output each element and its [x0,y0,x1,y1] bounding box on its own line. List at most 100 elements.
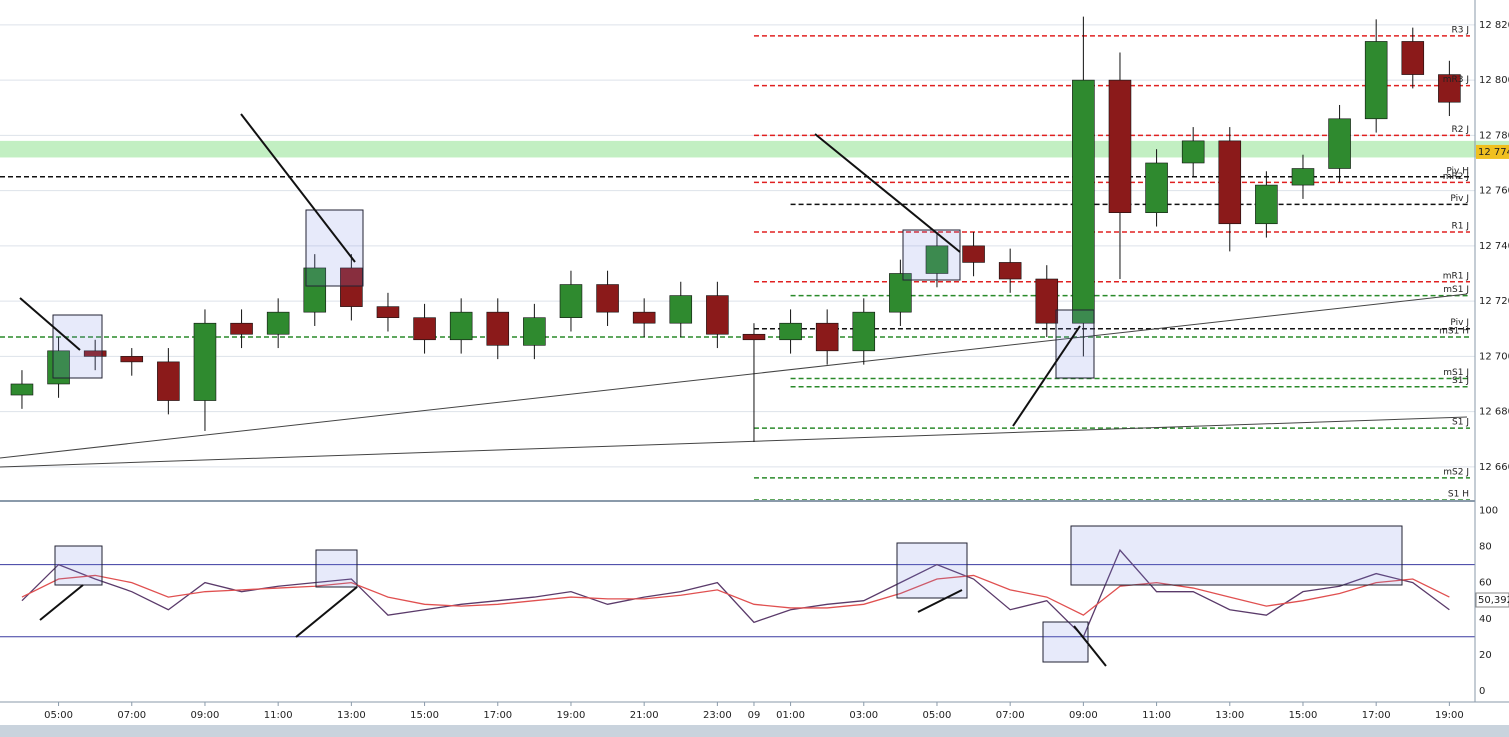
y-tick-label: 12 700 [1479,351,1509,362]
candle-body [1072,79,1095,324]
trendline [0,293,1468,459]
pivot-label: mS1 J [1443,368,1469,378]
x-tick-label: 17:00 [483,710,512,721]
pivot-label: mS1 H [1439,327,1469,337]
y-tick-label: 12 660 [1479,462,1509,473]
annotation-box [54,545,103,586]
y-tick-label: 40 [1479,614,1492,625]
x-tick-label: 11:00 [264,710,293,721]
trendlines [0,293,1468,468]
arrows [19,113,1107,667]
x-tick-label: 19:00 [557,710,586,721]
x-tick-label: 13:00 [337,710,366,721]
pivot-label: mR2 J [1443,172,1469,182]
pivot-label: R1 J [1452,222,1470,232]
pivot-label: mR3 J [1443,75,1469,85]
candle-body [852,311,876,352]
x-tick-label: 15:00 [1289,710,1318,721]
rsi-line [21,574,1450,616]
pivot-label: mR1 J [1443,271,1469,281]
grid-layer [0,24,1509,468]
x-tick-label: 09:00 [1069,710,1098,721]
candle-body [486,311,510,346]
arrow [19,297,81,351]
y-tick-label: 0 [1479,686,1485,697]
arrow [240,113,356,263]
x-tick-label: 01:00 [776,710,805,721]
candle-body [449,311,473,341]
x-tick-label: 07:00 [996,710,1025,721]
y-tick-label: 12 760 [1479,186,1509,197]
annotation-box [902,229,961,281]
pivot-label: Piv H [1446,166,1469,176]
candle-body [340,267,363,307]
annotation-box [896,542,968,599]
arrow [814,133,961,253]
candle-body [266,311,290,335]
y-tick-label: 12 820 [1479,20,1509,31]
y-tick-label: 12 680 [1479,407,1509,418]
candle-body [1035,278,1059,324]
candle-body [1328,118,1351,169]
x-tick-label: 15:00 [410,710,439,721]
last-price-box [1476,144,1509,159]
x-tick-label: 11:00 [1142,710,1171,721]
candle-body [596,284,619,313]
marks-layer [10,16,1461,638]
candle-body [779,322,802,341]
arrow [295,586,358,638]
candle-body [1364,41,1388,120]
x-tick-label: 03:00 [849,710,878,721]
candle-body [120,356,144,363]
labels-layer: 12 660 12 680 12 700 12 720 12 740 12 760 12 7… [44,20,1509,721]
candle-body [632,311,656,324]
x-tick-label: 17:00 [1362,710,1391,721]
annotation-box [305,209,364,287]
pivot-label: S1 J [1452,418,1469,428]
candle-body [706,295,729,335]
last-value-label: 50,392 [1478,595,1509,606]
x-tick-label: 05:00 [44,710,73,721]
price-zone [0,140,1509,158]
candle-body [376,306,400,318]
arrow [917,589,963,613]
candle-body [742,333,766,341]
y-tick-label: 80 [1479,542,1492,553]
last-price-label: 12 774 [1478,147,1509,158]
candle-body [815,322,839,352]
candle-body [1108,79,1132,214]
candle-body [559,284,583,318]
candle-body [413,317,436,341]
x-tick-label: 07:00 [117,710,146,721]
pivot-label: S1 J [1452,376,1469,386]
x-tick-label: 23:00 [703,710,732,721]
candle-body [83,350,107,357]
candle-body [1401,41,1425,75]
candle-body [157,361,180,401]
candle-body [230,322,253,335]
pivot-label: mS2 J [1443,467,1469,477]
x-tick-label: 13:00 [1215,710,1244,721]
x-tick-label: 21:00 [630,710,659,721]
candle-body [10,383,34,396]
pivot-label: S1 H [1448,490,1469,500]
candle-body [998,262,1022,280]
arrow [39,584,84,621]
x-tick-label: 09 [748,710,761,721]
levels-layer [0,35,1475,638]
annotation-box [1042,621,1089,663]
annotation-box [315,549,358,588]
candle-body [1181,140,1205,164]
y-tick-label: 12 740 [1479,241,1509,252]
trendline [0,416,1468,468]
candle-body [303,267,327,313]
y-tick-label: 12 720 [1479,296,1509,307]
candle-body [1291,168,1315,186]
candle-body [889,273,912,313]
annotation-box [1070,525,1403,586]
y-tick-label: 100 [1479,505,1498,516]
pivot-label: Piv J [1450,194,1469,204]
arrow [1073,625,1107,667]
